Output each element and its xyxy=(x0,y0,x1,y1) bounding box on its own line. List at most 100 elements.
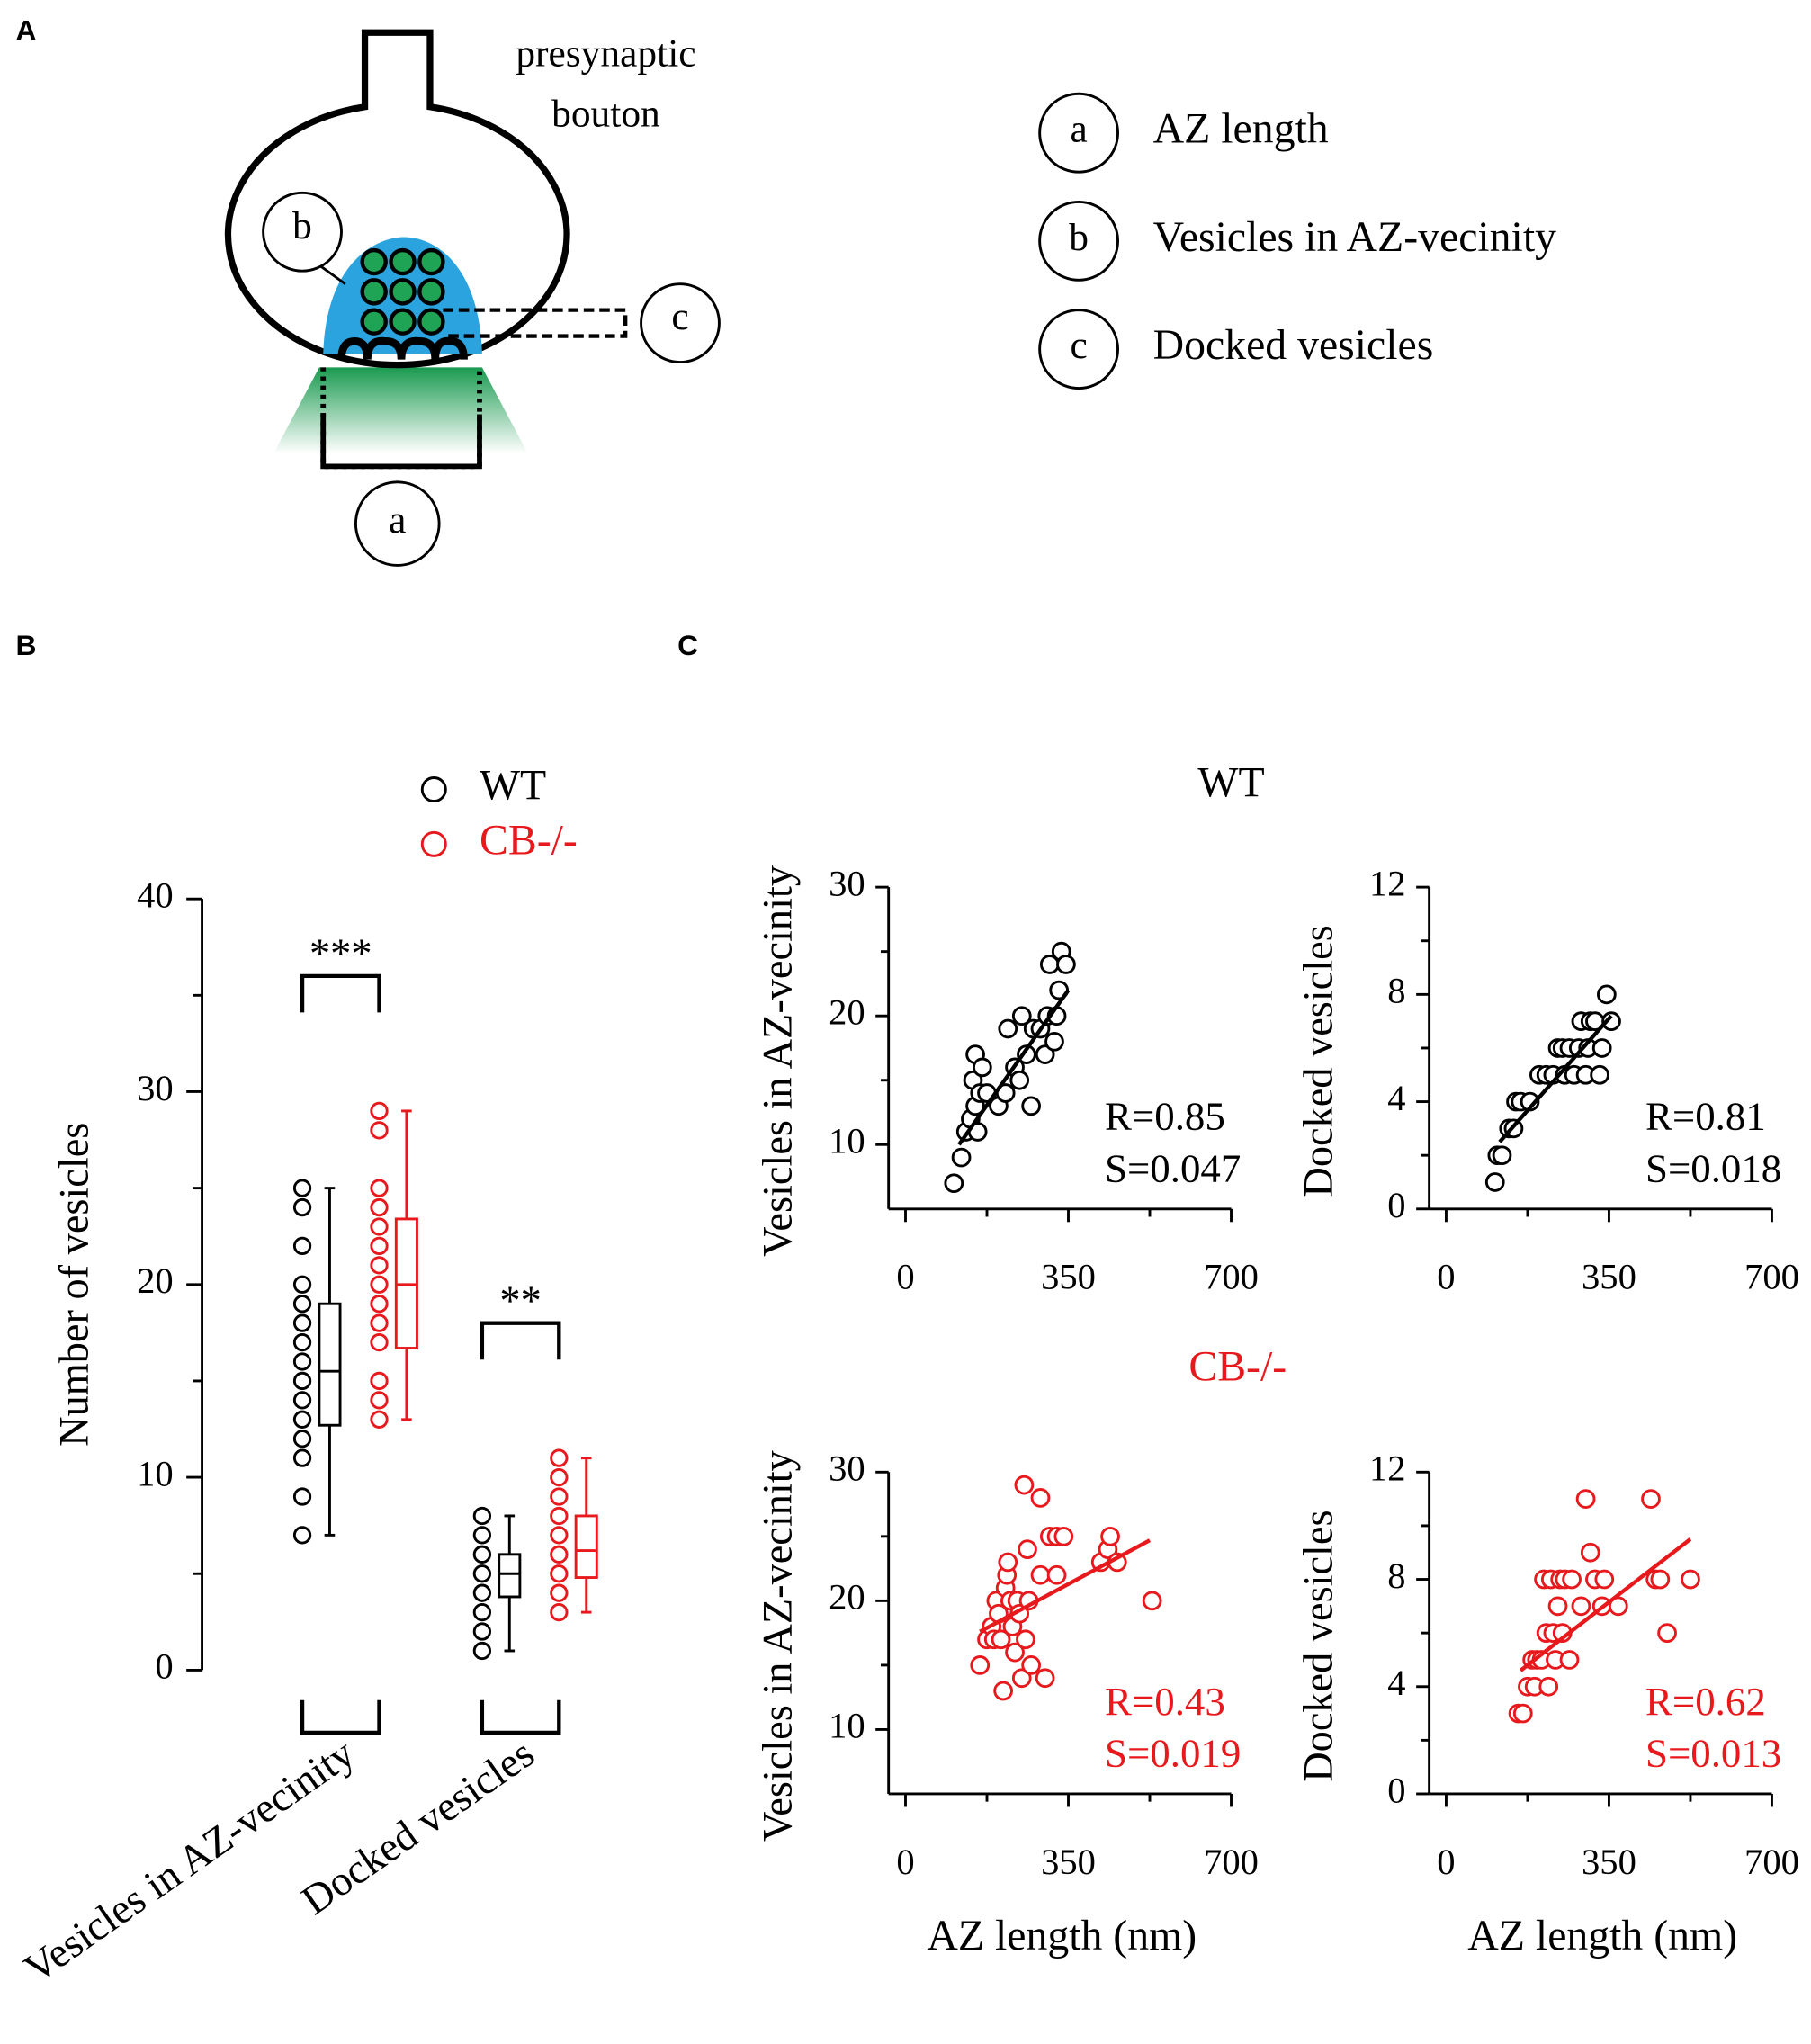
data-point xyxy=(370,1197,389,1217)
y-tick-label: 0 xyxy=(155,1646,173,1687)
data-point xyxy=(472,1602,492,1622)
data-point xyxy=(370,1410,389,1429)
data-point xyxy=(550,1487,569,1506)
data-point xyxy=(1575,1489,1596,1509)
data-point xyxy=(1005,1642,1025,1663)
data-point xyxy=(292,1352,312,1371)
data-point xyxy=(292,1487,312,1506)
legend-key: b xyxy=(1069,216,1089,259)
legend-label: CB-/- xyxy=(480,816,578,864)
legend-key: c xyxy=(1070,324,1087,367)
x-tick-label: 700 xyxy=(1744,1842,1799,1882)
y-tick-label: 10 xyxy=(137,1453,174,1493)
data-point xyxy=(993,1681,1013,1701)
significance-bracket xyxy=(480,1321,561,1360)
y-tick-label: 8 xyxy=(1387,971,1405,1011)
data-point xyxy=(292,1448,312,1467)
data-point xyxy=(1018,1539,1037,1560)
category-bracket xyxy=(300,1699,381,1735)
data-point xyxy=(370,1236,389,1256)
data-point xyxy=(292,1391,312,1410)
data-point xyxy=(472,1526,492,1545)
x-tick-label: 700 xyxy=(1204,1257,1259,1297)
x-tick-label: 0 xyxy=(1437,1257,1455,1297)
data-point xyxy=(550,1602,569,1622)
y-tick-label: 20 xyxy=(829,1577,865,1618)
data-point xyxy=(292,1332,312,1352)
data-point xyxy=(472,1564,492,1583)
legend-label: AZ length xyxy=(1153,105,1329,153)
marker: a xyxy=(389,498,406,542)
data-point xyxy=(1009,1070,1030,1090)
data-point xyxy=(1492,1145,1512,1166)
data-point xyxy=(1562,1569,1582,1590)
y-tick-label: 8 xyxy=(1387,1555,1405,1596)
data-point xyxy=(292,1179,312,1197)
data-point xyxy=(1597,984,1617,1005)
x-tick-label: 350 xyxy=(1582,1257,1636,1297)
data-point xyxy=(292,1313,312,1332)
fit-line xyxy=(957,989,1071,1146)
data-point xyxy=(472,1506,492,1526)
data-point xyxy=(1056,955,1076,974)
fit-line xyxy=(979,1538,1152,1634)
x-tick-label: 350 xyxy=(1041,1257,1096,1297)
data-point xyxy=(550,1448,569,1467)
panel-label: B xyxy=(15,629,36,661)
panel-label: C xyxy=(677,629,698,661)
legend-label: Docked vesicles xyxy=(1153,321,1434,369)
marker: c xyxy=(671,295,688,338)
data-point xyxy=(370,1371,389,1391)
annotation: R=0.43 xyxy=(1105,1679,1225,1724)
data-point xyxy=(370,1121,389,1140)
data-point xyxy=(1512,1703,1533,1724)
data-point xyxy=(472,1641,492,1661)
x-tick-label: 700 xyxy=(1204,1842,1259,1882)
group-title: WT xyxy=(1197,759,1264,807)
data-point xyxy=(550,1467,569,1487)
y-tick-label: 0 xyxy=(1387,1770,1405,1810)
diagram-title: bouton xyxy=(551,92,660,135)
box xyxy=(574,1514,598,1579)
annotation: S=0.019 xyxy=(1105,1731,1241,1776)
x-tick-label: 700 xyxy=(1744,1257,1799,1297)
significance-label: ** xyxy=(499,1278,541,1324)
cleft-gradient xyxy=(273,367,528,453)
fit-line xyxy=(1498,1014,1613,1143)
legend-label: WT xyxy=(480,761,546,809)
panel-label: A xyxy=(15,14,36,47)
y-axis-label: Docked vesicles xyxy=(1296,1510,1342,1781)
annotation: S=0.047 xyxy=(1105,1146,1241,1191)
annotation: R=0.62 xyxy=(1645,1679,1766,1724)
data-point xyxy=(550,1564,569,1583)
data-point xyxy=(991,1629,1011,1650)
x-tick-label: 350 xyxy=(1582,1842,1636,1882)
data-point xyxy=(472,1583,492,1602)
y-tick-label: 0 xyxy=(1387,1185,1405,1225)
data-point xyxy=(472,1545,492,1564)
data-point xyxy=(1030,1488,1051,1508)
data-point xyxy=(1014,1475,1035,1495)
data-point xyxy=(550,1545,569,1564)
y-tick-label: 40 xyxy=(137,874,174,915)
significance-bracket xyxy=(300,973,381,1013)
data-point xyxy=(472,1622,492,1641)
x-tick-label: 0 xyxy=(1437,1842,1455,1882)
data-point xyxy=(1035,1044,1055,1064)
data-point xyxy=(1594,1569,1615,1590)
box xyxy=(498,1553,522,1599)
data-point xyxy=(370,1179,389,1197)
y-axis-label: Vesicles in AZ-vecinity xyxy=(756,865,802,1257)
data-point xyxy=(292,1275,312,1294)
box xyxy=(318,1302,342,1427)
data-point xyxy=(1046,1564,1067,1585)
data-point xyxy=(1035,1668,1055,1689)
data-point xyxy=(292,1295,312,1313)
data-point xyxy=(1650,1569,1671,1590)
data-point xyxy=(370,1332,389,1352)
y-tick-label: 30 xyxy=(829,863,865,903)
data-point xyxy=(998,1018,1018,1039)
y-axis-label: Vesicles in AZ-vecinity xyxy=(756,1450,802,1842)
legend-marker xyxy=(420,830,447,857)
data-point xyxy=(1608,1596,1628,1617)
